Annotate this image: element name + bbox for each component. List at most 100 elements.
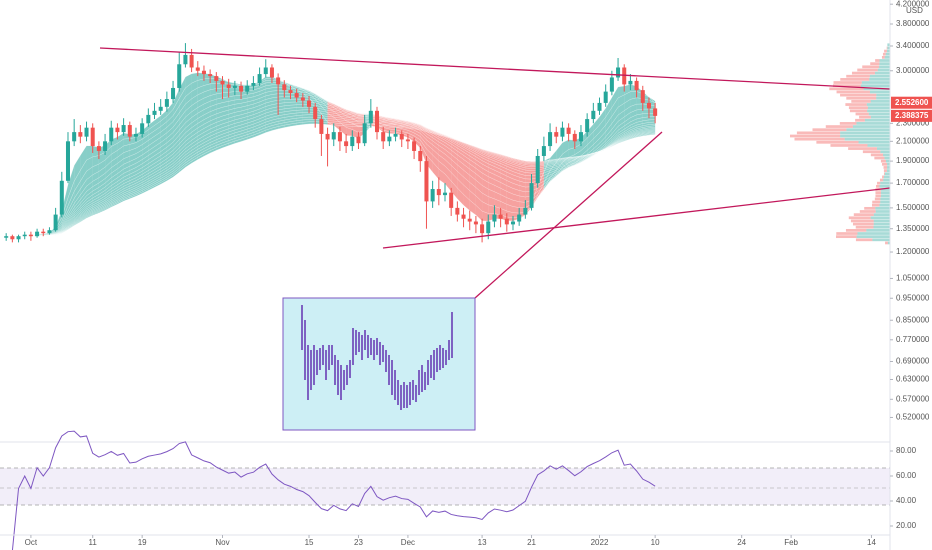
candle-body — [65, 141, 70, 181]
candle-body — [492, 214, 497, 222]
candle-body — [109, 127, 114, 142]
ribbon-line — [6, 98, 656, 237]
profile-down — [816, 140, 859, 144]
profile-up — [884, 55, 890, 59]
candle-body — [220, 80, 225, 85]
profile-up — [887, 46, 890, 50]
profile-up — [870, 115, 890, 119]
candle-body — [90, 127, 95, 147]
profile-up — [873, 225, 890, 229]
candle-body — [640, 90, 645, 103]
rsi-tick-label: 80.00 — [896, 446, 917, 455]
profile-up — [860, 84, 890, 88]
profile-up — [883, 178, 890, 182]
profile-up — [879, 203, 890, 207]
candle-body — [282, 84, 287, 91]
candle-body — [331, 132, 336, 140]
profile-down — [855, 112, 869, 116]
ribbon-segment — [457, 139, 464, 206]
candle-body — [171, 87, 176, 100]
ribbon-segment — [179, 76, 186, 173]
candle-body — [59, 180, 64, 215]
candle-body — [622, 67, 627, 85]
profile-up — [840, 134, 890, 138]
candle-body — [418, 150, 423, 162]
profile-down — [848, 216, 871, 220]
candle-body — [35, 231, 40, 237]
rsi — [11, 430, 656, 550]
profile-up — [870, 100, 890, 103]
profile-up — [873, 222, 890, 226]
profile-up — [876, 96, 890, 100]
profile-down — [849, 109, 868, 113]
profile-up — [886, 49, 890, 53]
profile-up — [876, 147, 890, 150]
candle-body — [300, 97, 305, 101]
profile-up — [879, 59, 890, 62]
profile-down — [851, 71, 875, 75]
ribbon-line — [6, 79, 656, 237]
y-tick-label: 0.520000 — [896, 413, 930, 422]
x-tick-label: 13 — [478, 538, 487, 547]
x-tick-label: 15 — [305, 538, 314, 547]
candle-body — [387, 136, 392, 142]
candle-body — [609, 77, 614, 92]
x-tick-label: Oct — [25, 538, 38, 547]
profile-down — [812, 128, 847, 132]
candle-body — [405, 139, 410, 142]
profile-down — [880, 159, 886, 163]
profile-down — [830, 144, 868, 147]
profile-up — [868, 112, 890, 116]
candle-body — [344, 141, 349, 147]
ribbon-segment — [500, 154, 507, 221]
profile-down — [825, 125, 853, 128]
y-tick-label: 0.690000 — [896, 357, 930, 366]
profile-down — [852, 222, 874, 226]
candle-body — [498, 214, 503, 219]
profile-down — [871, 203, 880, 207]
ribbon-segment — [475, 146, 483, 221]
profile-up — [885, 159, 890, 163]
profile-down — [848, 106, 869, 110]
profile-up — [867, 144, 890, 147]
profile-down — [875, 191, 881, 194]
candle-body — [10, 236, 15, 240]
candle-body — [276, 77, 281, 85]
ribbon-segment — [203, 73, 211, 157]
ribbon-line — [6, 96, 656, 237]
profile-down — [875, 194, 881, 198]
profile-down — [850, 219, 874, 223]
candle-body — [578, 132, 583, 142]
profile-down — [839, 122, 857, 125]
profile-up — [846, 128, 890, 132]
candle-body — [393, 133, 398, 137]
y-tick-label: 1.700000 — [896, 178, 930, 187]
candle-body — [251, 82, 256, 86]
ribbon-segment — [210, 74, 217, 154]
candle-body — [449, 192, 454, 208]
profile-up — [885, 52, 890, 56]
candle-body — [294, 93, 299, 98]
y-tick-label: 1.050000 — [896, 274, 930, 283]
profile-up — [870, 216, 890, 220]
profile-up — [852, 125, 890, 128]
candle-body — [121, 125, 126, 133]
candle-body — [226, 84, 231, 88]
candle-body — [504, 218, 509, 225]
profile-down — [877, 181, 881, 185]
candle-body — [424, 161, 429, 202]
candle-body — [412, 141, 417, 151]
candle-body — [362, 123, 367, 144]
candle-body — [22, 234, 27, 237]
profile-down — [882, 162, 888, 166]
candle-body — [436, 189, 441, 196]
candle-body — [548, 132, 553, 147]
rsi-tick-label: 60.00 — [896, 471, 917, 480]
ribbon-segment — [432, 130, 439, 180]
currency-label: USD — [906, 6, 923, 15]
x-tick-label: 21 — [527, 538, 536, 547]
profile-down — [836, 90, 870, 94]
ribbon-line — [6, 119, 656, 237]
candle-body — [337, 132, 342, 142]
